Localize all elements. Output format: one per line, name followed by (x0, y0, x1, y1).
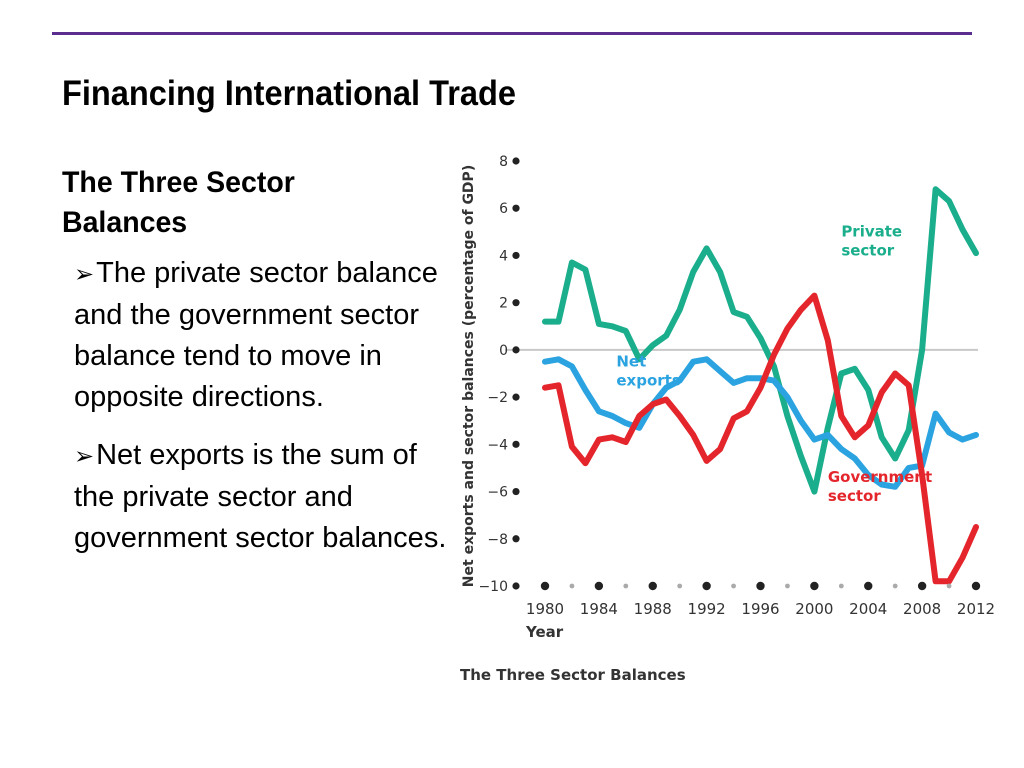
y-tick-label: −4 (487, 437, 508, 453)
bullet-item: ➢The private sector balance and the gove… (74, 253, 454, 418)
x-tick-label: 2004 (849, 600, 887, 618)
bullet-text: Net exports is the sum of the private se… (74, 439, 447, 554)
y-tick-dot (512, 487, 520, 496)
x-axis-label: Year (525, 623, 564, 641)
title-rule (52, 32, 972, 35)
series-line-private-sector (542, 186, 979, 495)
y-tick-label: −10 (478, 579, 508, 595)
y-tick-dot (512, 251, 520, 260)
y-tick-label: 8 (499, 154, 508, 170)
arrow-bullet-icon: ➢ (74, 261, 95, 288)
x-tick-label: 2008 (903, 600, 941, 618)
x-tick-dot (594, 581, 604, 591)
y-tick-label: −8 (487, 532, 508, 548)
x-tick-label: 1984 (580, 600, 618, 618)
slide-title: Financing International Trade (62, 74, 516, 113)
y-axis-label: Net exports and sector balances (percent… (461, 165, 477, 587)
x-tick-label: 2012 (957, 600, 995, 618)
y-tick-label: 4 (499, 248, 508, 264)
x-minor-dot (892, 583, 898, 589)
chart-caption: The Three Sector Balances (460, 666, 686, 684)
bullet-item: ➢Net exports is the sum of the private s… (74, 435, 454, 559)
series-label-line: exports (616, 371, 680, 389)
y-tick-dot (512, 204, 520, 212)
bullet-list: ➢The private sector balance and the gove… (74, 253, 454, 576)
y-tick-dot (512, 393, 520, 401)
sector-balances-chart: 8 6 4 2 0 −2 −4 −6 −8 −10 1980 1984 1988 1992 1996 2000… (460, 154, 995, 684)
x-tick-label: 2000 (795, 600, 833, 618)
x-minor-dot (677, 583, 683, 589)
series-label-line: sector (828, 487, 881, 505)
x-tick-label: 1992 (688, 600, 726, 618)
x-tick-label: 1980 (526, 600, 564, 618)
arrow-bullet-icon: ➢ (74, 443, 95, 470)
y-tick-label: −6 (487, 485, 508, 501)
x-tick-dot (864, 581, 873, 591)
y-tick-dot (512, 582, 520, 590)
series-label-line: Government (828, 468, 932, 486)
x-tick-dot (540, 581, 550, 591)
x-tick-dot (917, 581, 927, 591)
series-label-line: Net (616, 352, 646, 370)
y-tick-dot (512, 440, 520, 448)
series-line-net-exports (542, 356, 979, 490)
x-minor-dot (785, 583, 790, 589)
series-line-government-sector (542, 292, 979, 585)
x-tick-dot (971, 581, 981, 591)
y-tick-label: 6 (499, 201, 508, 217)
x-minor-dot (623, 583, 629, 589)
y-tick-label: 2 (499, 296, 508, 312)
x-minor-dot (731, 583, 736, 589)
x-tick-dot (756, 581, 765, 591)
x-tick-dot (648, 581, 657, 591)
series-label-line: sector (841, 242, 894, 260)
x-tick-dot (702, 581, 711, 591)
x-tick-label: 1996 (741, 600, 779, 618)
x-tick-dot (810, 581, 819, 591)
x-tick-label: 1988 (634, 600, 672, 618)
x-minor-dot (838, 583, 844, 589)
x-minor-dot (569, 583, 575, 589)
y-tick-dot (512, 535, 520, 543)
section-subtitle: The Three Sector Balances (62, 166, 295, 239)
y-tick-dot (512, 346, 520, 354)
y-tick-label: −2 (487, 390, 508, 406)
y-tick-dot (512, 299, 520, 307)
series-label-private-sector: Private sector (841, 223, 902, 260)
x-minor-dot (946, 583, 952, 589)
bullet-text: The private sector balance and the gover… (74, 257, 438, 413)
series-label-government-sector: Government sector (828, 468, 932, 505)
series-label-net-exports: Net exports (616, 352, 680, 389)
y-tick-label: 0 (499, 343, 508, 359)
y-tick-dot (512, 157, 520, 165)
series-label-line: Private (841, 223, 902, 241)
